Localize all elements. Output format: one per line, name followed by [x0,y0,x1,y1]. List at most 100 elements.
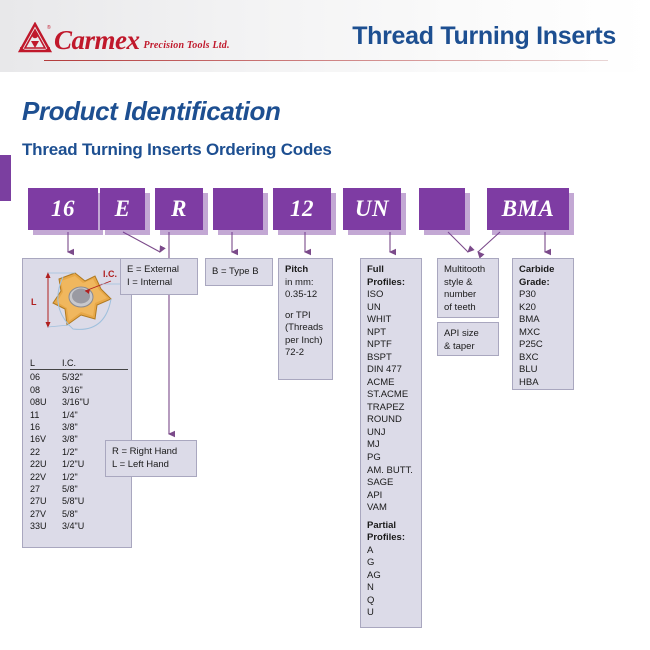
full-profile-item: TRAPEZ [367,401,405,413]
pitch-unit: in mm: [285,276,314,288]
size-reference-box: L I.C. L I.C. 06 5/32" 08 3/16" 08U 3/16"U 11 1… [22,258,132,548]
grade-item: P25C [519,339,543,351]
full-profile-item: BSPT [367,351,392,363]
size-cell-l: 27 [30,484,41,495]
grade-item: BLU [519,364,538,376]
hand-box: R = Right Hand L = Left Hand [105,440,197,478]
size-cell-ic: 3/8" [62,422,78,433]
code-box-direction[interactable]: E [100,188,145,230]
code-box-size[interactable]: 16 [28,188,98,230]
size-cell-l: 06 [30,372,41,383]
full-profile-item: NPT [367,326,386,338]
size-table-row: 27V 5/8" [30,508,128,520]
size-table-row: 27U 5/8"U [30,495,128,507]
carmex-logo: ® Carmex Precision Tools Ltd. [17,21,230,55]
size-cell-l: 22U [30,459,47,470]
size-cell-ic: 1/2" [62,471,78,482]
header-divider [44,60,608,61]
size-table-row: 33U 3/4"U [30,520,128,532]
full-profile-list: ISO UN WHIT NPT NPTF BSPT DIN 477 ACME ST.ACME TR… [367,289,415,515]
left-hand-line: L = Left Hand [112,458,169,470]
full-profile-item: AM. BUTT. [367,464,413,476]
full-profile-item: VAM [367,502,387,514]
code-box-pitch[interactable]: 12 [273,188,331,230]
full-profiles-title-1: Full [367,264,384,275]
full-profile-item: ROUND [367,414,402,426]
multitooth-line-3: number [444,289,477,301]
right-hand-line: R = Right Hand [112,446,178,457]
full-profile-item: API [367,489,383,501]
size-cell-l: 16 [30,422,41,433]
api-line-1: API size [444,328,479,339]
size-table-row: 08 3/16" [30,384,128,396]
size-col-l: L [30,358,36,368]
partial-profiles-title-2: Profiles: [367,532,406,544]
full-profile-item: ST.ACME [367,389,409,401]
full-profile-item: DIN 477 [367,364,402,376]
size-cell-ic: 1/4" [62,409,78,420]
grade-list: P30 K20 BMA MXC P25C BXC BLU HBA [519,289,567,389]
pitch-tpi-note2: per Inch) [285,334,323,346]
external-internal-box: E = External I = Internal [120,258,198,296]
grade-item: HBA [519,376,539,388]
page-subtitle: Thread Turning Inserts Ordering Codes [22,140,332,159]
grade-item: BMA [519,314,540,326]
code-box-profile[interactable]: UN [343,188,401,230]
api-size-box: API size & taper [437,322,499,356]
size-table-row: 11 1/4" [30,409,128,421]
multitooth-line-1: Multitooth [444,264,486,275]
size-table-row: 16V 3/8" [30,433,128,445]
grade-item: MXC [519,326,541,338]
code-box-grade[interactable]: BMA [487,188,569,230]
size-cell-ic: 5/8" [62,484,78,495]
size-table: L I.C. 06 5/32" 08 3/16" 08U 3/16"U 11 1/4" 16 3/… [30,357,128,533]
grade-item: P30 [519,289,536,301]
size-cell-ic: 5/8" [62,508,78,519]
size-cell-l: 16V [30,434,47,445]
size-cell-ic: 5/8"U [62,496,85,507]
size-cell-ic: 3/16" [62,384,83,395]
svg-text:®: ® [47,24,51,31]
size-cell-ic: 3/8" [62,434,78,445]
size-cell-l: 27V [30,508,47,519]
full-profiles-title-2: Profiles: [367,276,406,288]
pitch-range-mm: 0.35-12 [285,289,318,301]
code-box-hand[interactable]: R [155,188,203,230]
size-cell-l: 22V [30,471,47,482]
multitooth-line-4: of teeth [444,301,476,313]
pitch-range-tpi: 72-2 [285,347,305,359]
pitch-tpi-note1: (Threads [285,322,324,334]
internal-line: I = Internal [127,276,173,288]
size-table-row: 08U 3/16"U [30,396,128,408]
full-profile-item: UN [367,301,381,313]
page-title: Product Identification [22,96,281,126]
size-cell-l: 22 [30,446,41,457]
size-table-header: L I.C. [30,357,128,371]
full-profile-item: NPTF [367,339,392,351]
full-profile-item: ISO [367,289,384,301]
size-cell-ic: 1/2"U [62,459,85,470]
full-profile-item: UNJ [367,426,386,438]
pitch-title: Pitch [285,264,309,275]
size-table-row: 22U 1/2"U [30,458,128,470]
code-box-multitooth[interactable] [419,188,465,230]
size-table-row: 16 3/8" [30,421,128,433]
multitooth-line-2: style & [444,276,473,288]
multitooth-box: Multitooth style & number of teeth [437,258,499,318]
size-cell-l: 08 [30,384,41,395]
size-cell-ic: 5/32" [62,372,83,383]
code-box-type[interactable] [213,188,263,230]
pitch-box: Pitch in mm: 0.35-12 or TPI (Threads per… [278,258,333,380]
partial-profile-item: Q [367,594,375,606]
size-table-row: 22 1/2" [30,446,128,458]
partial-profile-item: A [367,544,374,556]
full-profile-item: SAGE [367,477,394,489]
dimension-label-ic: I.C. [103,269,118,279]
carmex-triangle-icon: ® [17,21,53,54]
full-profile-item: MJ [367,439,380,451]
size-table-row: 06 5/32" [30,371,128,383]
type-box: B = Type B [205,258,273,286]
brand-name: Carmex [54,25,140,55]
partial-profiles-title-1: Partial [367,519,397,531]
pitch-tpi: or TPI [285,309,311,321]
